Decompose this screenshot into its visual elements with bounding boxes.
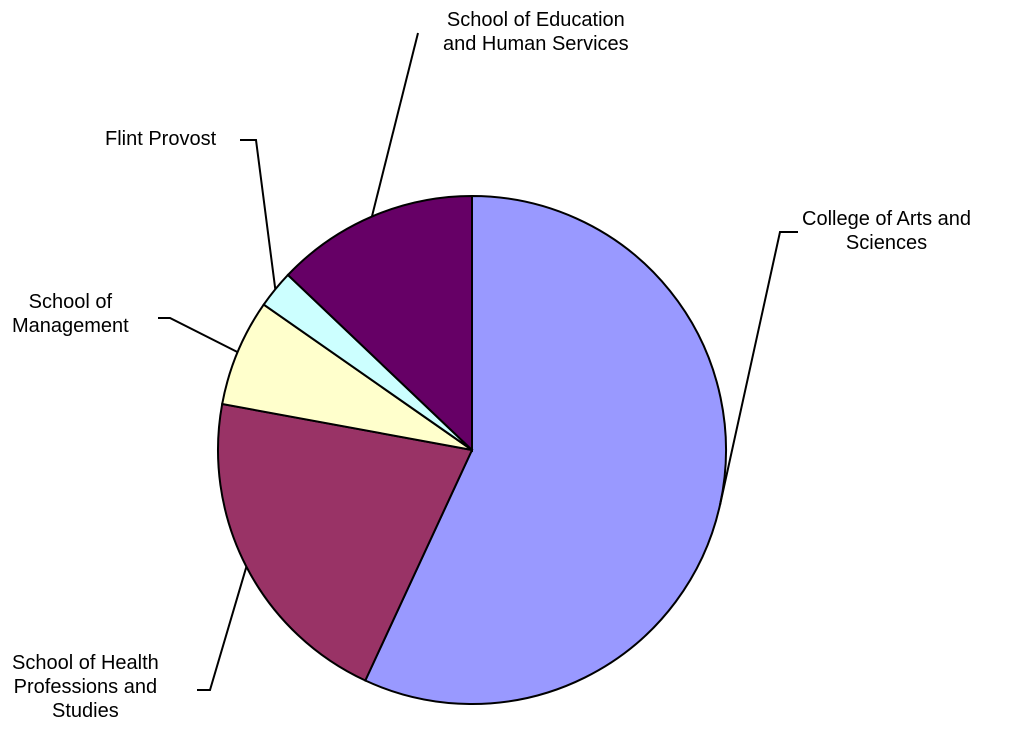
slice-label-flint-provost: Flint Provost [105,128,217,150]
leader-line-education-human-services [370,32,419,217]
slice-label-education-human-services: School of Education and Human Services [443,9,629,55]
pie-slices [217,194,727,705]
slice-label-management: School of Management [12,291,129,337]
leader-line-health-professions [197,566,248,691]
leader-line-arts-sciences [719,231,798,505]
leader-lines [158,32,798,691]
leader-line-flint-provost [240,139,277,290]
pie-slice-arts-sciences [363,194,727,705]
pie-slice-management [221,303,473,451]
slice-label-arts-sciences: College of Arts and Sciences [802,208,971,254]
leader-line-management [158,317,239,353]
slice-label-health-professions: School of Health Professions and Studies [12,652,159,722]
